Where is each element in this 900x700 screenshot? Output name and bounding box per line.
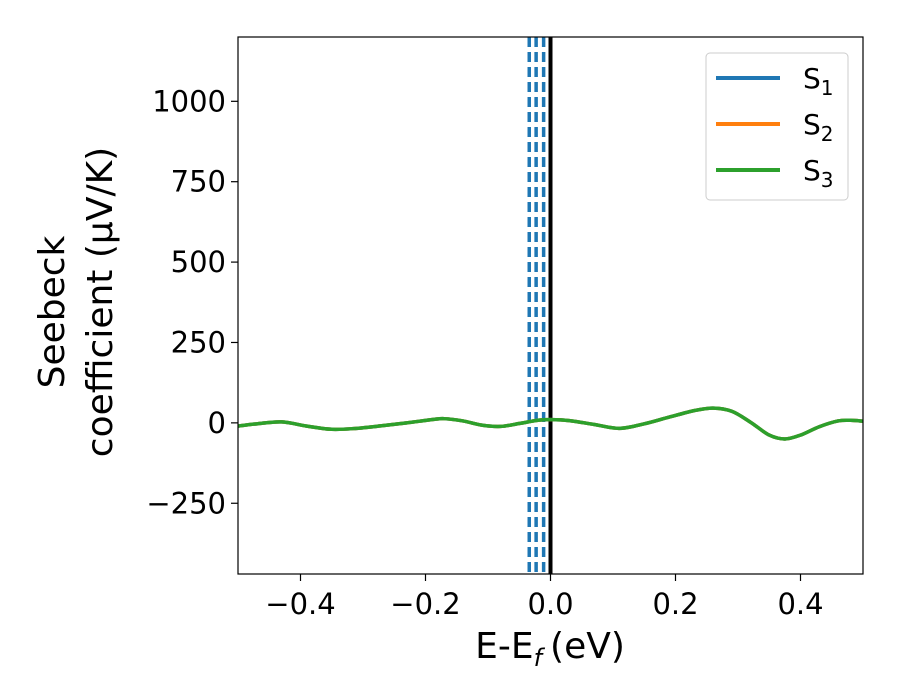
x-tick-label: 0.0 <box>527 587 573 621</box>
x-tick-label: −0.4 <box>265 587 335 621</box>
legend-label-S3: S3 <box>803 154 834 192</box>
x-tick-label: 0.4 <box>777 587 823 621</box>
y-tick-label: 500 <box>171 245 226 279</box>
legend: S1 S2 S3 <box>705 52 849 201</box>
x-tick-label: −0.2 <box>390 587 460 621</box>
y-tick-label: 0 <box>208 406 226 440</box>
x-axis-label: E-Ef (eV) <box>475 626 625 672</box>
legend-label-S2: S2 <box>803 108 834 146</box>
y-axis-label-line1: Seebeck <box>32 235 73 388</box>
y-tick-label: 750 <box>171 165 226 199</box>
x-tick-label: 0.2 <box>652 587 698 621</box>
legend-label-S1: S1 <box>803 62 834 100</box>
y-axis-label-line2: coefficient (μV/K) <box>80 147 121 457</box>
y-tick-label: 1000 <box>152 84 226 118</box>
y-tick-label: 250 <box>171 325 226 359</box>
series-line-S3 <box>238 406 863 441</box>
legend-box <box>705 52 849 201</box>
y-axis-label: Seebeck coefficient (μV/K) <box>32 147 121 457</box>
y-tick-label: −250 <box>146 486 226 520</box>
